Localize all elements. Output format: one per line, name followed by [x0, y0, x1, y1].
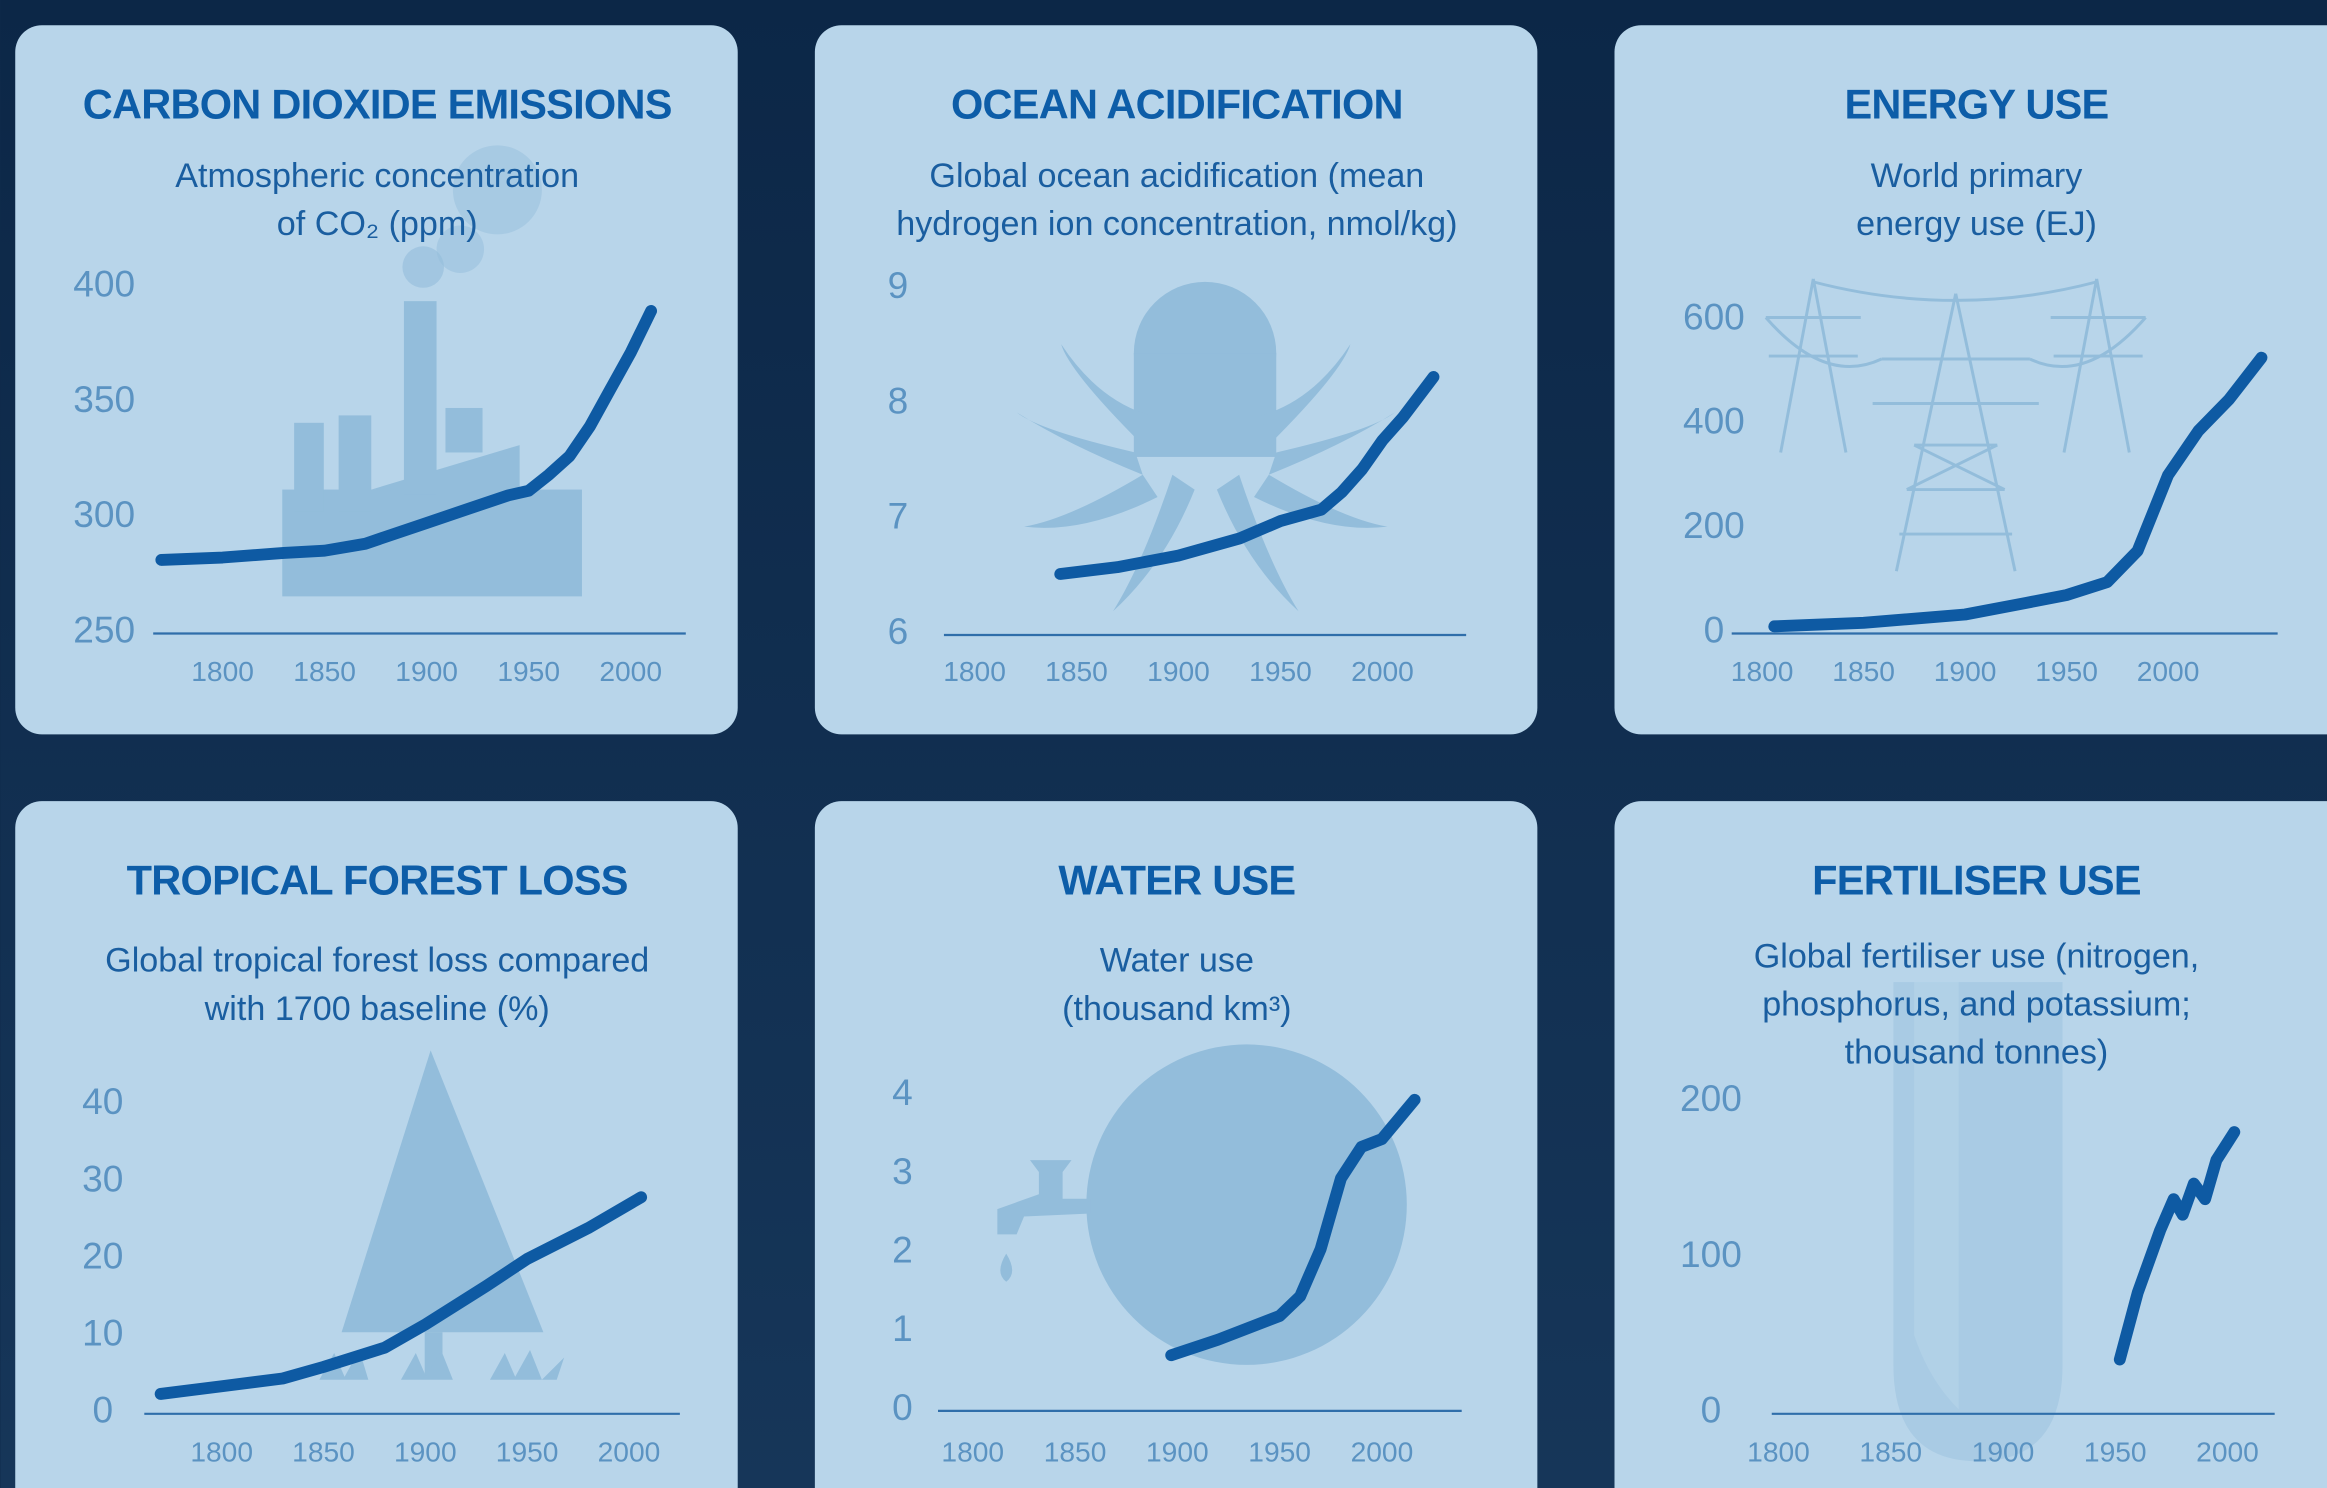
- y-tick-label: 300: [73, 493, 135, 535]
- data-line: [1768, 351, 2268, 633]
- chart-title: OCEAN ACIDIFICATION: [951, 81, 1403, 128]
- x-tick-label: 2000: [2196, 1435, 2259, 1467]
- chart-subtitle: with 1700 baseline (%): [204, 990, 550, 1028]
- data-line: [1054, 371, 1440, 580]
- data-line: [155, 305, 658, 566]
- x-tick-label: 1900: [394, 1435, 457, 1467]
- chart-subtitle: Atmospheric concentration: [175, 157, 579, 195]
- x-tick-label: 2000: [1351, 655, 1414, 687]
- factory-illustration: [282, 145, 582, 597]
- y-tick-label: 0: [1704, 608, 1725, 650]
- x-tick-label: 1800: [190, 1435, 253, 1467]
- y-tick-label: 250: [73, 608, 135, 650]
- data-line: [2113, 1126, 2241, 1366]
- x-tick-label: 1900: [1934, 655, 1997, 687]
- chart-subtitle: Global fertiliser use (nitrogen,: [1754, 937, 2200, 975]
- chart-subtitle: Global tropical forest loss compared: [105, 942, 649, 980]
- y-tick-label: 40: [82, 1080, 123, 1122]
- chart-subtitle: Water use: [1100, 942, 1254, 980]
- y-tick-label: 0: [892, 1386, 913, 1428]
- y-tick-label: 100: [1680, 1233, 1742, 1275]
- y-tick-label: 6: [888, 610, 909, 652]
- y-tick-label: 200: [1683, 504, 1745, 546]
- panel: [15, 801, 738, 1488]
- y-tick-label: 7: [888, 495, 909, 537]
- chart-subtitle: thousand tonnes): [1845, 1034, 2109, 1072]
- x-tick-label: 1950: [497, 655, 560, 687]
- y-tick-label: 9: [888, 264, 909, 306]
- x-tick-label: 1850: [1859, 1435, 1922, 1467]
- chart-title: TROPICAL FOREST LOSS: [127, 857, 628, 904]
- chart-subtitle: Global ocean acidification (mean: [929, 157, 1424, 195]
- pylon-illustration: [1764, 278, 2147, 572]
- y-tick-label: 3: [892, 1150, 913, 1192]
- chart-title: WATER USE: [1058, 857, 1295, 904]
- globe-tap-illustration: [997, 1044, 1407, 1365]
- x-tick-label: 1950: [1248, 1435, 1311, 1467]
- x-tick-label: 1800: [1747, 1435, 1810, 1467]
- x-tick-label: 1800: [941, 1435, 1004, 1467]
- x-tick-label: 1850: [292, 1435, 355, 1467]
- data-line: [154, 1191, 648, 1400]
- y-tick-label: 1: [892, 1307, 913, 1349]
- x-tick-label: 1950: [496, 1435, 559, 1467]
- y-tick-label: 400: [1683, 400, 1745, 442]
- x-tick-label: 1950: [2035, 655, 2098, 687]
- chart-title: ENERGY USE: [1844, 81, 2108, 128]
- chart-subtitle: World primary: [1871, 157, 2083, 195]
- y-tick-label: 350: [73, 378, 135, 420]
- chart-subtitle: energy use (EJ): [1856, 205, 2097, 243]
- y-tick-label: 200: [1680, 1077, 1742, 1119]
- x-tick-label: 1800: [943, 655, 1006, 687]
- x-tick-label: 1900: [1146, 1435, 1209, 1467]
- x-tick-label: 1950: [1249, 655, 1312, 687]
- y-tick-label: 0: [92, 1389, 113, 1431]
- x-tick-label: 1850: [1044, 1435, 1107, 1467]
- y-tick-label: 10: [82, 1312, 123, 1354]
- x-tick-label: 1800: [1731, 655, 1794, 687]
- y-tick-label: 8: [888, 379, 909, 421]
- x-tick-label: 1900: [1972, 1435, 2035, 1467]
- tube-illustration: [1893, 982, 2063, 1462]
- y-tick-label: 2: [892, 1229, 913, 1271]
- x-tick-label: 1850: [293, 655, 356, 687]
- octopus-illustration: [1016, 281, 1395, 612]
- chart-title: FERTILISER USE: [1812, 857, 2141, 904]
- x-tick-label: 1900: [1147, 655, 1210, 687]
- chart-subtitle: hydrogen ion concentration, nmol/kg): [896, 205, 1457, 243]
- x-tick-label: 2000: [2137, 655, 2200, 687]
- x-tick-label: 1900: [395, 655, 458, 687]
- chart-title: CARBON DIOXIDE EMISSIONS: [83, 81, 672, 128]
- x-tick-label: 1950: [2084, 1435, 2147, 1467]
- x-tick-label: 2000: [1351, 1435, 1414, 1467]
- y-tick-label: 0: [1701, 1389, 1722, 1431]
- y-tick-label: 20: [82, 1234, 123, 1276]
- x-tick-label: 2000: [598, 1435, 661, 1467]
- data-line: [1165, 1093, 1421, 1362]
- y-tick-label: 600: [1683, 295, 1745, 337]
- y-tick-label: 4: [892, 1071, 913, 1113]
- chart-subtitle: (thousand km³): [1062, 990, 1291, 1028]
- y-tick-label: 30: [82, 1157, 123, 1199]
- panel: [1614, 25, 2327, 735]
- x-tick-label: 1800: [191, 655, 254, 687]
- x-tick-label: 2000: [599, 655, 662, 687]
- chart-subtitle: of CO₂ (ppm): [277, 205, 478, 243]
- x-tick-label: 1850: [1832, 655, 1895, 687]
- chart-subtitle: phosphorus, and potassium;: [1762, 985, 2191, 1023]
- tree-illustration: [319, 1050, 565, 1380]
- x-tick-label: 1850: [1045, 655, 1108, 687]
- y-tick-label: 400: [73, 263, 135, 305]
